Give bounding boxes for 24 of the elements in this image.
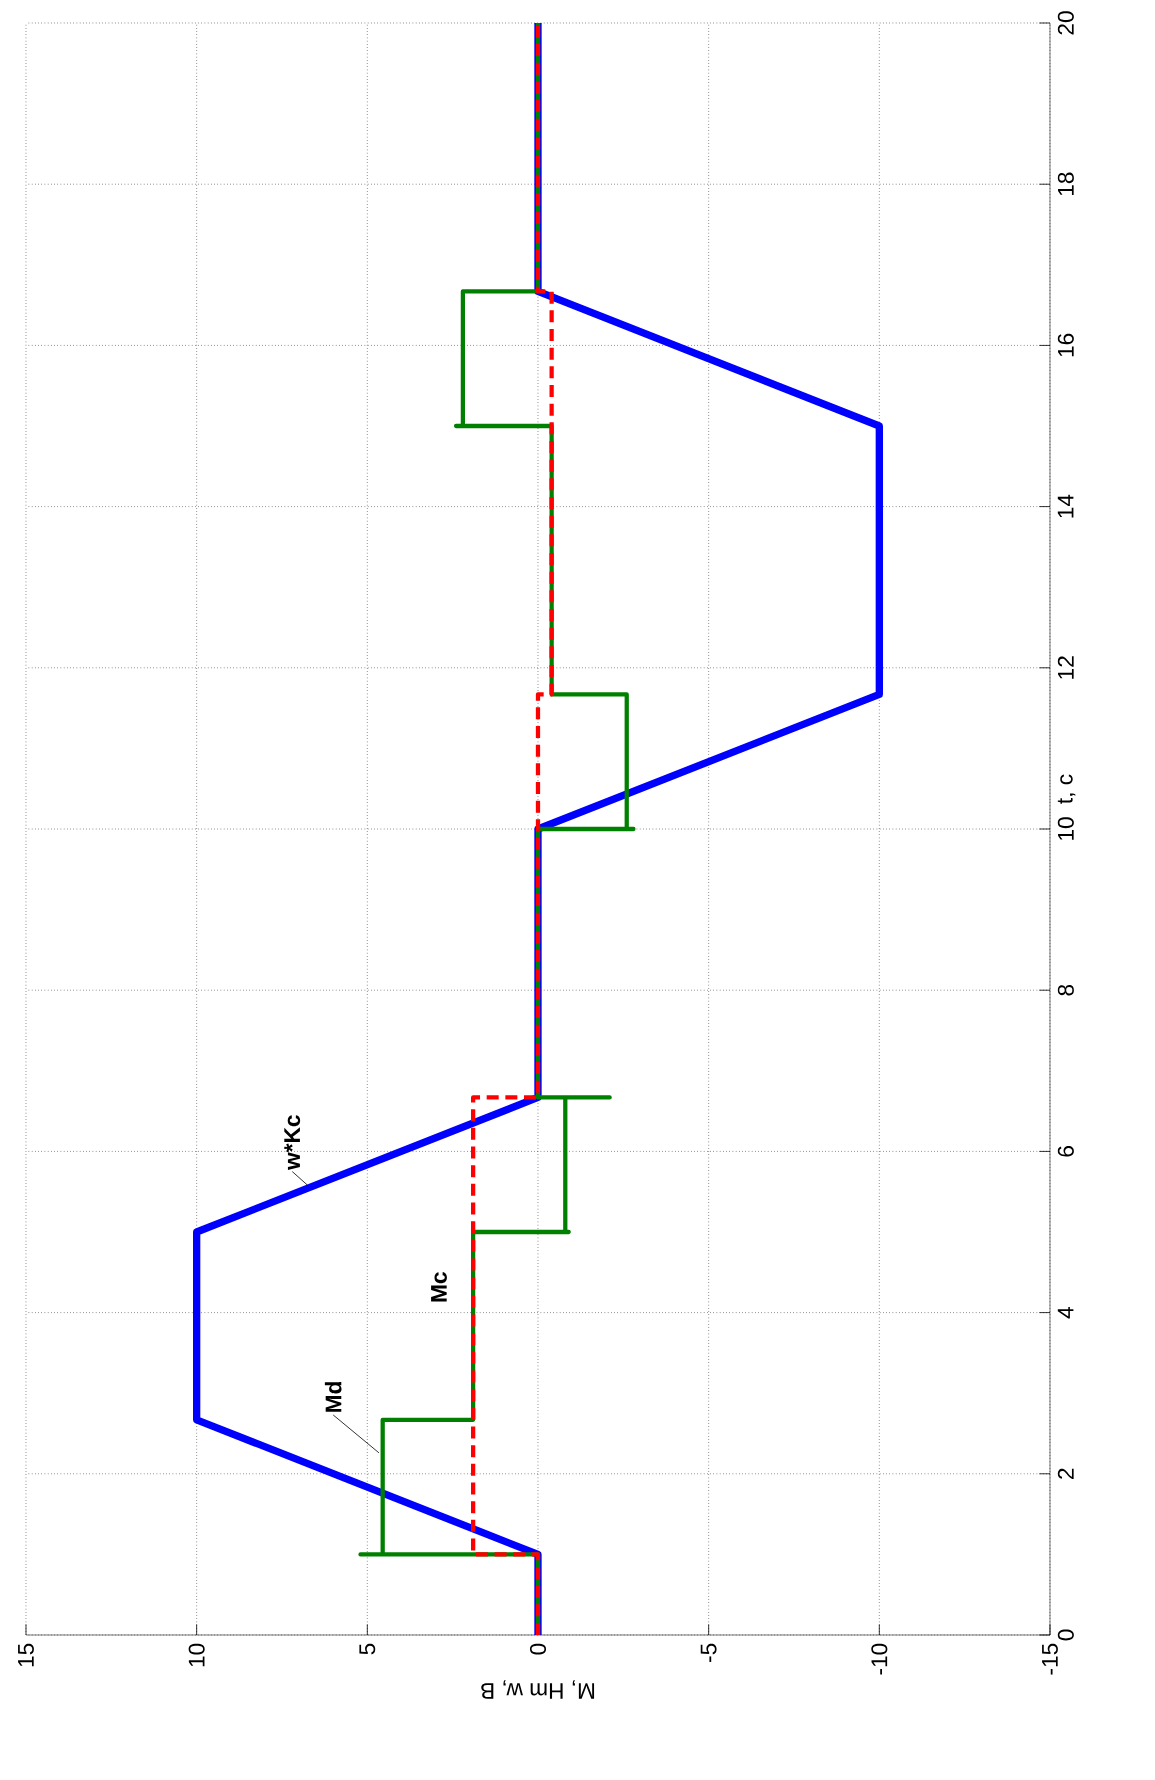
y-tick-label: 14 [1057,494,1074,518]
annotation: Md [324,1382,342,1412]
y-tick-label: 4 [1057,1306,1074,1319]
y-axis-title: t, c [1057,774,1076,804]
y-tick-label: 0 [1057,1629,1074,1641]
annotation: Mc [431,1272,447,1302]
y-tick-label: 20 [1057,11,1074,35]
x-tick-label: 10 [188,1643,205,1667]
y-tick-label: 18 [1057,172,1074,196]
x-tick-label: 5 [359,1643,376,1655]
y-tick-label: 16 [1057,333,1074,357]
y-tick-label: 8 [1057,984,1074,996]
x-tick-label: 15 [18,1643,34,1667]
y-tick-label: 6 [1057,1146,1074,1157]
y-tick-label: 10 [1057,817,1074,840]
annotation: w*Kc [284,1115,301,1171]
y-tick-label: 12 [1057,656,1074,679]
x-tick-label: -5 [700,1643,717,1662]
x-tick-label: -15 [1042,1643,1058,1675]
x-tick-label: -10 [871,1643,888,1675]
y-tick-label: 2 [1057,1468,1074,1479]
x-tick-label: 0 [529,1643,547,1655]
x-axis-title: M, Hm w, B [481,1680,595,1699]
line-series [470,23,554,1635]
